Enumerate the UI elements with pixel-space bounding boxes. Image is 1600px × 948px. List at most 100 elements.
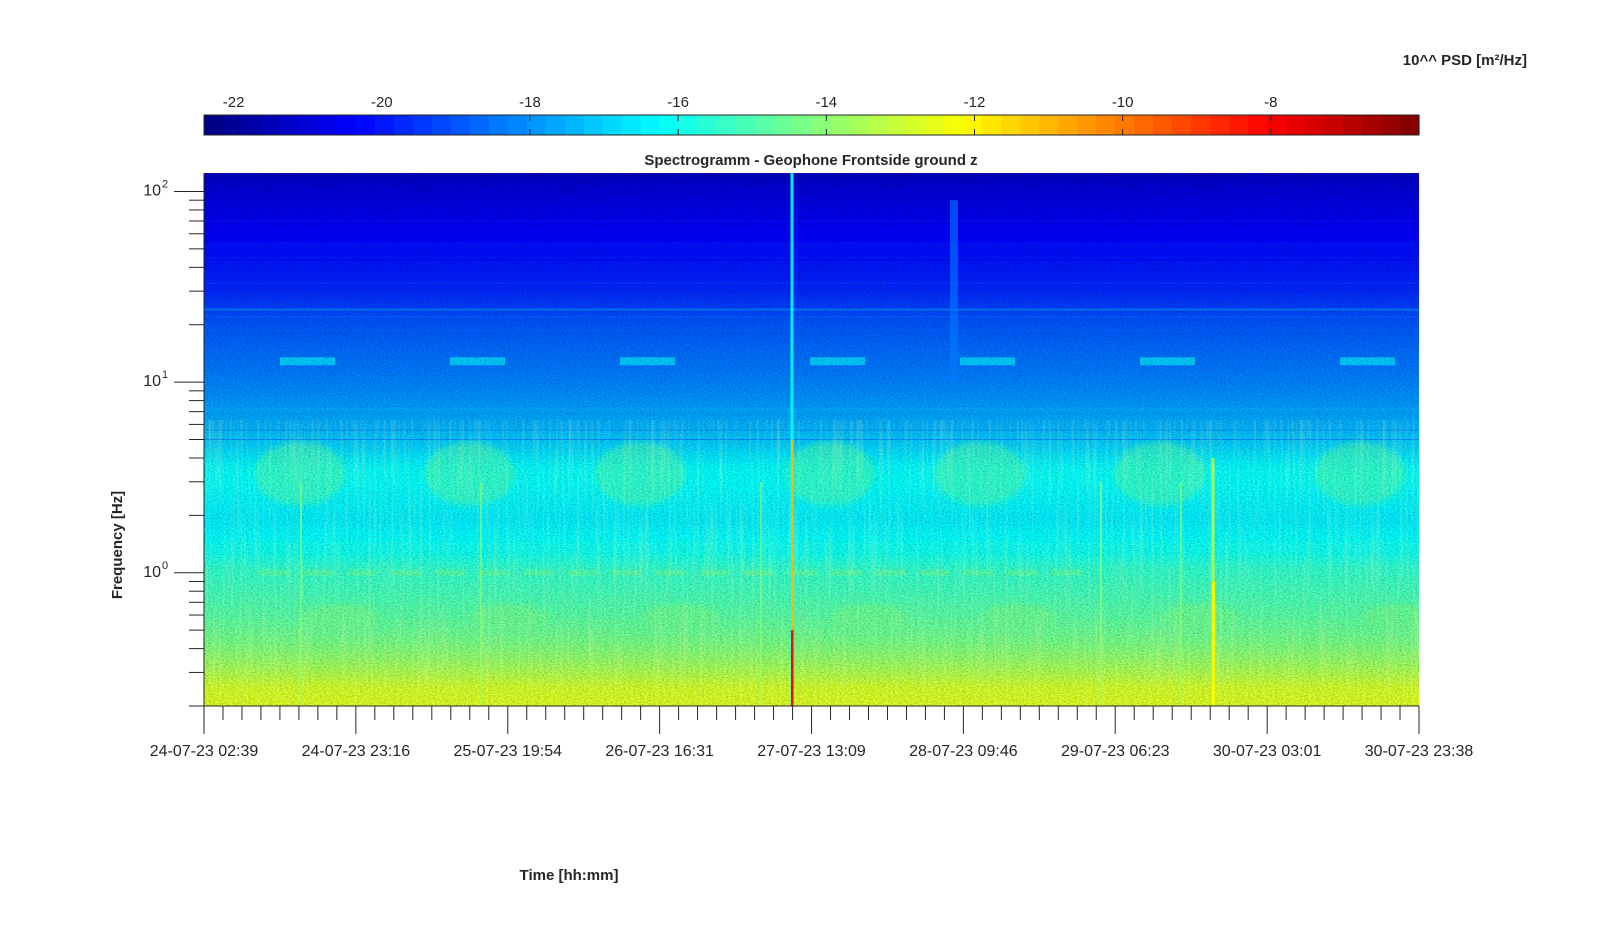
- colorbar-cell: [697, 115, 718, 135]
- colorbar-cell: [754, 115, 775, 135]
- colorbar-cell: [507, 115, 528, 135]
- colorbar-cell: [298, 115, 319, 135]
- colorbar-cell: [241, 115, 262, 135]
- spike-column: [791, 439, 794, 706]
- y-axis-label: Frequency [Hz]: [109, 491, 126, 599]
- spike-column: [950, 200, 958, 383]
- colorbar-tick-label: -18: [519, 94, 541, 111]
- colorbar-cell: [1343, 115, 1363, 135]
- colorbar: [204, 115, 1420, 135]
- x-tick-label: 30-07-23 23:38: [1365, 743, 1474, 760]
- spectrogram-heatmap: [204, 173, 1419, 706]
- x-tick-label: 29-07-23 06:23: [1061, 743, 1170, 760]
- colorbar-cell: [1134, 115, 1154, 135]
- colorbar-cell: [830, 115, 851, 135]
- colorbar-cell: [412, 115, 433, 135]
- colorbar-cell: [1153, 115, 1173, 135]
- colorbar-cell: [545, 115, 566, 135]
- colorbar-label: 10^^ PSD [m²/Hz]: [1403, 52, 1527, 69]
- colorbar-cell: [1267, 115, 1287, 135]
- colorbar-cell: [887, 115, 908, 135]
- colorbar-cell: [374, 115, 395, 135]
- y-tick-label: 10: [143, 182, 161, 199]
- spike-column: [760, 481, 762, 706]
- colorbar-cell: [621, 115, 642, 135]
- colorbar-cell: [925, 115, 945, 135]
- colorbar-cell: [868, 115, 889, 135]
- spike-column: [300, 481, 302, 706]
- colorbar-cell: [811, 115, 832, 135]
- y-tick-label: 10: [143, 564, 161, 581]
- colorbar-cell: [659, 115, 680, 135]
- x-tick-label: 25-07-23 19:54: [454, 743, 563, 760]
- colorbar-cell: [336, 115, 357, 135]
- colorbar-cell: [488, 115, 509, 135]
- vertical-streaks: [204, 420, 1419, 706]
- x-tick-label: 24-07-23 23:16: [302, 743, 411, 760]
- colorbar-cell: [716, 115, 737, 135]
- x-axis-label: Time [hh:mm]: [520, 867, 619, 884]
- colorbar-tick-label: -10: [1112, 94, 1134, 111]
- colorbar-cell: [1305, 115, 1325, 135]
- y-tick-label: 10: [143, 373, 161, 390]
- x-tick-label: 26-07-23 16:31: [605, 743, 714, 760]
- colorbar-cell: [431, 115, 452, 135]
- colorbar-cell: [640, 115, 661, 135]
- colorbar-cell: [583, 115, 604, 135]
- colorbar-ticks: [233, 115, 1272, 135]
- y-tick-exponent: 2: [162, 178, 168, 190]
- colorbar-tick-label: -20: [371, 94, 393, 111]
- colorbar-cell: [906, 115, 926, 135]
- colorbar-cell: [222, 115, 243, 135]
- colorbar-cell: [1172, 115, 1192, 135]
- colorbar-cell: [1039, 115, 1059, 135]
- colorbar-cell: [1001, 115, 1021, 135]
- colorbar-cell: [982, 115, 1002, 135]
- colorbar-cell: [564, 115, 585, 135]
- colorbar-cell: [1115, 115, 1135, 135]
- colorbar-tick-label: -22: [223, 94, 245, 111]
- colorbar-cell: [279, 115, 300, 135]
- colorbar-cell: [1229, 115, 1249, 135]
- x-tick-label: 30-07-23 03:01: [1213, 743, 1322, 760]
- colorbar-cell: [1400, 115, 1420, 135]
- colorbar-cell: [735, 115, 756, 135]
- spike-column: [1212, 581, 1215, 706]
- colorbar-cell: [450, 115, 471, 135]
- colorbar-cell: [1362, 115, 1382, 135]
- x-axis: 24-07-23 02:39 24-07-23 23:16 25-07-23 19:…: [150, 705, 1474, 760]
- colorbar-cell: [1077, 115, 1097, 135]
- colorbar-cell: [469, 115, 490, 135]
- colorbar-cell: [393, 115, 414, 135]
- colorbar-cell: [260, 115, 281, 135]
- colorbar-cell: [1286, 115, 1306, 135]
- colorbar-tick-label: -16: [667, 94, 689, 111]
- y-tick-exponent: 0: [162, 560, 168, 572]
- colorbar-cell: [204, 115, 224, 135]
- colorbar-cell: [773, 115, 794, 135]
- chart-title: Spectrogramm - Geophone Frontside ground…: [644, 152, 977, 169]
- x-tick-label: 27-07-23 13:09: [757, 743, 866, 760]
- colorbar-cell: [944, 115, 964, 135]
- colorbar-cell: [792, 115, 813, 135]
- colorbar-cell: [849, 115, 870, 135]
- spike-column: [1100, 481, 1102, 706]
- spike-column: [791, 630, 794, 706]
- colorbar-cell: [1191, 115, 1211, 135]
- colorbar-cell: [1248, 115, 1268, 135]
- colorbar-tick-label: -14: [815, 94, 837, 111]
- x-tick-label: 28-07-23 09:46: [909, 743, 1018, 760]
- colorbar-cell: [602, 115, 623, 135]
- colorbar-cell: [355, 115, 376, 135]
- colorbar-cell: [963, 115, 983, 135]
- spike-column: [1180, 481, 1182, 706]
- colorbar-cell: [1324, 115, 1344, 135]
- colorbar-cell: [678, 115, 699, 135]
- colorbar-cell: [1020, 115, 1040, 135]
- x-tick-label: 24-07-23 02:39: [150, 743, 259, 760]
- colorbar-frame: [203, 114, 1420, 136]
- colorbar-cell: [1058, 115, 1078, 135]
- colorbar-cell: [1210, 115, 1230, 135]
- colorbar-cell: [317, 115, 338, 135]
